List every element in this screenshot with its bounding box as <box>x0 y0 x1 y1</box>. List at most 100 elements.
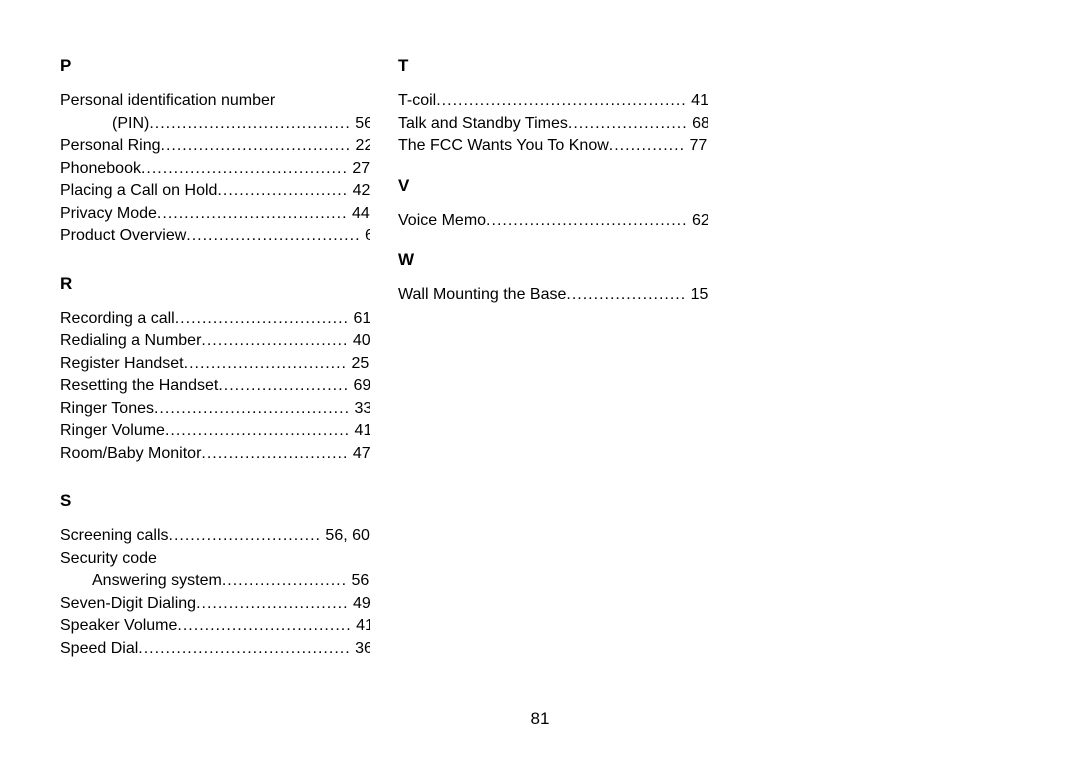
entry-label: Personal identification number <box>60 92 275 109</box>
entry-page: 41 <box>691 92 708 109</box>
entry-page: 41 <box>356 617 370 634</box>
entry-label: Wall Mounting the Base <box>398 286 566 303</box>
entry-page: 40 <box>353 332 370 349</box>
index-entry: Product Overview........................… <box>60 225 370 248</box>
entry-page: 77 <box>689 137 707 154</box>
entry-label: Screening calls <box>60 527 169 544</box>
leader-dots: ................................ <box>177 617 351 634</box>
index-entry: Ringer Tones............................… <box>60 398 370 421</box>
entry-page: 33 <box>354 400 370 417</box>
index-entry: Screening calls.........................… <box>60 525 370 548</box>
index-entry: Placing a Call on Hold..................… <box>60 180 370 203</box>
entry-page: 56, 60 <box>325 527 369 544</box>
entry-page: 56 <box>355 115 370 132</box>
index-entry: Recording a call........................… <box>60 308 370 331</box>
section-letter-s: S <box>60 491 370 511</box>
entry-label: The FCC Wants You To Know <box>398 137 609 154</box>
entry-label: Speaker Volume <box>60 617 177 634</box>
index-entry: Security code <box>60 548 370 571</box>
index-column-2: T T-coil................................… <box>398 56 708 660</box>
entry-page: 68 <box>692 115 708 132</box>
entry-page: 27 <box>352 160 370 177</box>
entry-page: 62 <box>692 212 708 229</box>
entry-page: 41 <box>355 422 370 439</box>
index-entry: Seven-Digit Dialing.....................… <box>60 593 370 616</box>
index-page: P Personal identification number (PIN)..… <box>0 0 1080 759</box>
index-entry: Voice Memo..............................… <box>398 210 708 233</box>
page-number: 81 <box>0 709 1080 729</box>
index-columns: P Personal identification number (PIN)..… <box>60 56 1020 660</box>
index-entry: (PIN)...................................… <box>60 113 370 136</box>
leader-dots: ................................ <box>175 310 349 327</box>
entry-label: Resetting the Handset <box>60 377 218 394</box>
leader-dots: ............................ <box>169 527 321 544</box>
entry-label: Phonebook <box>60 160 141 177</box>
entry-label: Placing a Call on Hold <box>60 182 217 199</box>
leader-dots: .............. <box>609 137 685 154</box>
entry-page: 44 <box>352 205 370 222</box>
index-entry: Redialing a Number......................… <box>60 330 370 353</box>
index-entry: The FCC Wants You To Know.............. … <box>398 135 708 158</box>
entry-page: 36 <box>355 640 370 657</box>
entry-label: Speed Dial <box>60 640 138 657</box>
entry-label: Register Handset <box>60 355 184 372</box>
index-entry: Talk and Standby Times..................… <box>398 113 708 136</box>
leader-dots: ...................................... <box>141 160 348 177</box>
entry-page: 42 <box>353 182 370 199</box>
entry-page: 49 <box>353 595 370 612</box>
entry-page: 25 <box>351 355 369 372</box>
entry-label: Talk and Standby Times <box>398 115 568 132</box>
leader-dots: ............................ <box>196 595 348 612</box>
index-column-1: P Personal identification number (PIN)..… <box>60 56 370 660</box>
index-entry: Privacy Mode............................… <box>60 203 370 226</box>
leader-dots: ........................ <box>218 377 349 394</box>
index-entry: Personal identification number <box>60 90 370 113</box>
leader-dots: ....................................... <box>138 640 350 657</box>
entry-label: Answering system <box>92 572 222 589</box>
index-entry: Resetting the Handset...................… <box>60 375 370 398</box>
entry-page: 69 <box>353 377 370 394</box>
entry-label: Personal Ring <box>60 137 161 154</box>
entry-page: 15 <box>691 286 708 303</box>
leader-dots: ..................................... <box>486 212 687 229</box>
entry-label: T-coil <box>398 92 436 109</box>
entry-label: Voice Memo <box>398 212 486 229</box>
index-entry: Wall Mounting the Base..................… <box>398 284 708 307</box>
leader-dots: ...................... <box>568 115 688 132</box>
leader-dots: .................................... <box>154 400 350 417</box>
entry-label: Room/Baby Monitor <box>60 445 201 462</box>
leader-dots: ........................ <box>217 182 348 199</box>
entry-page: 47 <box>353 445 370 462</box>
leader-dots: ................................... <box>157 205 348 222</box>
leader-dots: .............................. <box>184 355 347 372</box>
entry-label: Product Overview <box>60 227 186 244</box>
leader-dots: ........................... <box>201 445 348 462</box>
index-entry: Phonebook...............................… <box>60 158 370 181</box>
leader-dots: ................................... <box>161 137 352 154</box>
entry-label: Seven-Digit Dialing <box>60 595 196 612</box>
leader-dots: ..................................... <box>149 115 350 132</box>
leader-dots: ........................................… <box>436 92 686 109</box>
entry-label: Ringer Volume <box>60 422 165 439</box>
index-entry: Register Handset........................… <box>60 353 370 376</box>
leader-dots: ........................... <box>201 332 348 349</box>
entry-label: Redialing a Number <box>60 332 201 349</box>
index-entry: T-coil..................................… <box>398 90 708 113</box>
section-letter-t: T <box>398 56 708 76</box>
index-entry: Personal Ring...........................… <box>60 135 370 158</box>
section-letter-v: V <box>398 176 708 196</box>
index-entry: Room/Baby Monitor.......................… <box>60 443 370 466</box>
index-entry: Speed Dial..............................… <box>60 638 370 661</box>
entry-page: 61 <box>353 310 370 327</box>
entry-label: (PIN) <box>112 115 149 132</box>
leader-dots: ....................... <box>222 572 347 589</box>
section-letter-p: P <box>60 56 370 76</box>
entry-label: Security code <box>60 550 157 567</box>
entry-label: Privacy Mode <box>60 205 157 222</box>
leader-dots: ................................ <box>186 227 360 244</box>
entry-label: Recording a call <box>60 310 175 327</box>
leader-dots: ...................... <box>566 286 686 303</box>
entry-page: 22 <box>356 137 370 154</box>
index-entry: Answering system....................... … <box>60 570 370 593</box>
section-letter-r: R <box>60 274 370 294</box>
